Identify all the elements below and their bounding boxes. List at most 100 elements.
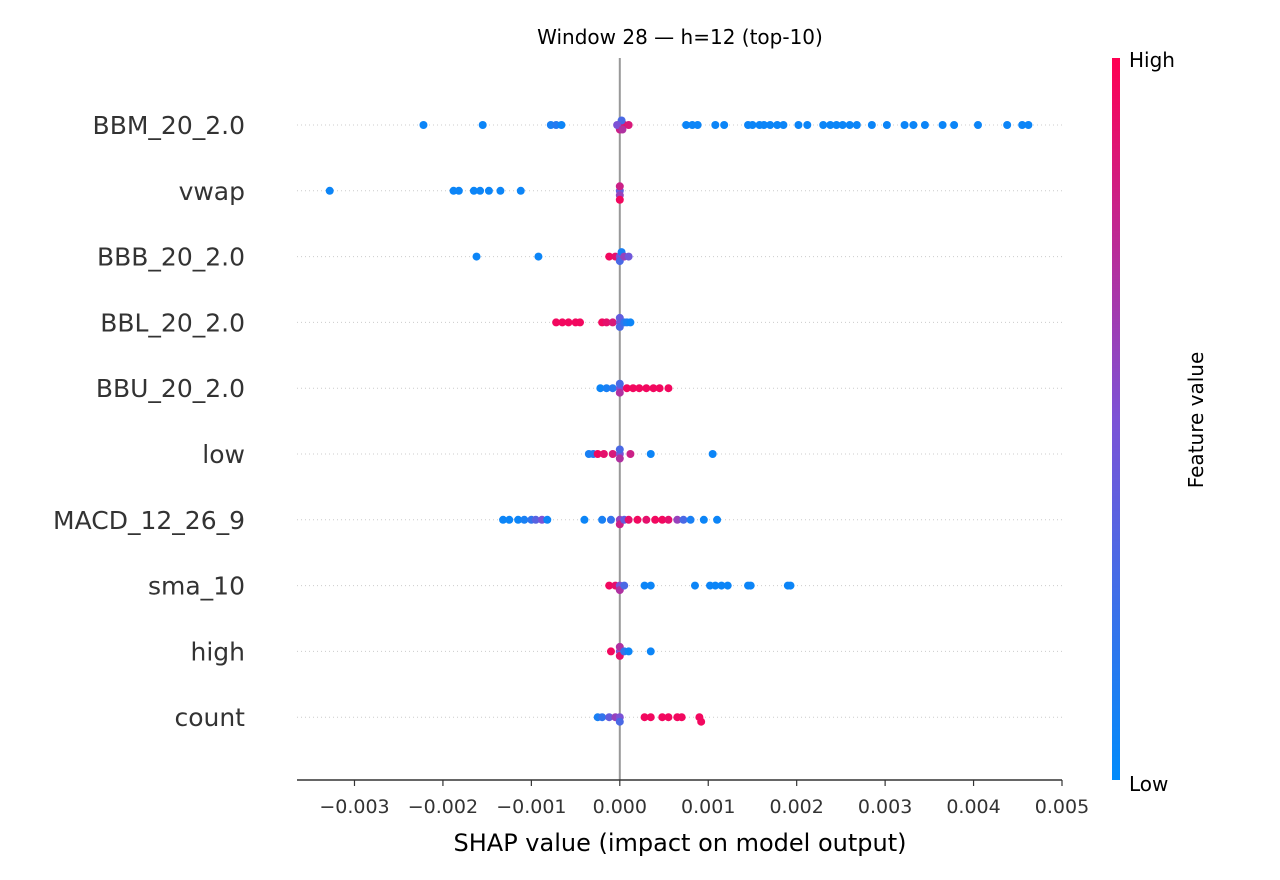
feature-label: sma_10 [148,572,245,601]
shap-point [620,581,629,590]
shap-point [325,186,334,195]
shap-point [1024,121,1033,129]
shap-point [564,318,573,327]
shap-point [615,454,624,463]
shap-point [711,121,720,129]
shap-point [651,515,660,524]
shap-point [602,384,611,393]
feature-label: count [174,703,245,732]
shap-point [598,515,607,524]
shap-point [646,581,655,590]
shap-point [516,186,525,195]
shap-point [973,121,982,129]
shap-point [606,515,615,524]
x-tick-label: −0.003 [319,796,389,818]
shap-point [593,450,602,458]
shap-point [618,125,627,134]
shap-point [615,182,624,191]
shap-point [717,581,726,590]
chart-title: Window 28 — h=12 (top-10) [537,25,823,49]
shap-point [476,186,485,195]
x-tick-label: 0.005 [1035,796,1089,818]
colorbar-high-label: High [1129,48,1175,72]
shap-point [786,581,795,590]
shap-point [640,713,649,722]
shap-point [608,450,617,458]
shap-point [658,713,667,722]
shap-point [779,121,788,129]
shap-point [867,121,876,129]
x-tick-label: 0.003 [858,796,912,818]
shap-point [580,515,589,524]
shap-point [605,581,614,590]
x-tick-label: 0.004 [946,796,1000,818]
shap-point [664,713,673,722]
shap-point [472,252,481,261]
shap-point [938,121,947,129]
shap-point [640,581,649,590]
feature-label: BBM_20_2.0 [93,111,245,140]
shap-point [624,121,633,129]
shap-point [633,515,642,524]
feature-label: BBL_20_2.0 [100,308,245,337]
feature-label: BBU_20_2.0 [96,374,245,403]
shap-point [557,121,566,129]
shap-point [690,581,699,590]
shap-point [615,717,624,726]
shap-point [803,121,812,129]
colorbar [1112,58,1120,780]
shap-point [602,318,611,327]
shap-point [920,121,929,129]
x-tick-label: −0.002 [408,796,478,818]
shap-point [673,515,682,524]
shap-point [478,121,487,129]
x-tick-label: −0.001 [496,796,566,818]
feature-label: BBB_20_2.0 [97,243,245,272]
row-gridlines [297,124,1062,718]
shap-point [838,121,847,129]
shap-point [697,717,706,726]
shap-point [1018,121,1027,129]
shap-point [746,581,755,590]
shap-point [826,121,835,129]
shap-point [635,384,644,393]
shap-point [552,318,561,327]
shap-point [900,121,909,129]
x-axis-ticks: −0.003 −0.002 −0.001 0.000 0.001 0.002 0.003 0.… [319,780,1089,818]
feature-label: vwap [179,177,245,206]
shap-point [613,121,622,129]
shap-point [531,515,540,524]
shap-point [558,318,567,327]
shap-point [622,384,631,393]
colorbar-low-label: Low [1129,772,1168,796]
shap-point [615,388,624,397]
x-axis-label: SHAP value (impact on model output) [454,829,907,857]
shap-point [419,121,428,129]
shap-point [496,186,505,195]
shap-point [950,121,959,129]
shap-point [605,713,614,722]
shap-point [599,450,608,458]
shap-point [646,713,655,722]
shap-point [596,384,605,393]
shap-point [1003,121,1012,129]
shap-point [624,252,633,261]
shap-point [646,450,655,458]
feature-label: MACD_12_26_9 [53,506,245,535]
shap-point [642,384,651,393]
shap-point [534,252,543,261]
shap-point [608,318,617,327]
shap-point [615,195,624,204]
shap-point [608,384,617,393]
shap-point [469,186,478,195]
shap-point [664,515,673,524]
shap-point [794,121,803,129]
shap-point [655,384,664,393]
shap-point [520,515,529,524]
x-tick-label: 0.000 [593,796,647,818]
shap-point [759,121,768,129]
shap-point [832,121,841,129]
shap-point [882,121,891,129]
